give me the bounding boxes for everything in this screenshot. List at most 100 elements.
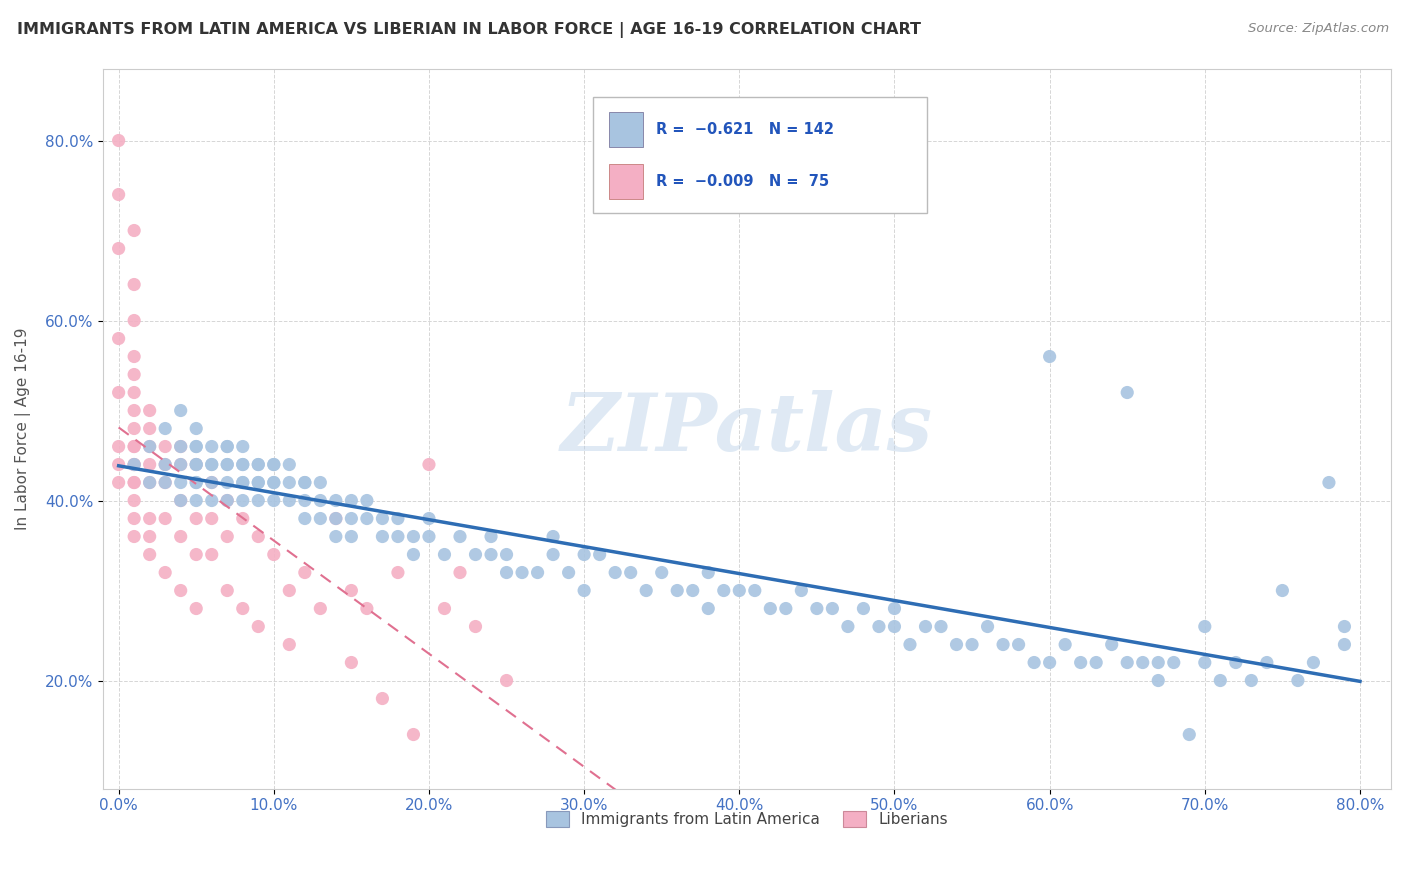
Point xyxy=(247,493,270,508)
Point xyxy=(122,458,145,472)
Point xyxy=(122,385,145,400)
Point xyxy=(759,601,782,615)
Point xyxy=(217,475,239,490)
Point xyxy=(356,601,378,615)
Point xyxy=(138,475,160,490)
Point xyxy=(510,566,533,580)
Point xyxy=(201,475,224,490)
Point xyxy=(217,440,239,454)
Point xyxy=(526,566,548,580)
Point xyxy=(263,458,285,472)
Point xyxy=(122,368,145,382)
Point xyxy=(356,493,378,508)
Point xyxy=(232,511,254,525)
Point xyxy=(572,583,595,598)
Point xyxy=(263,493,285,508)
Point xyxy=(309,511,332,525)
Point xyxy=(340,493,363,508)
Point xyxy=(138,475,160,490)
Point xyxy=(464,619,486,633)
Point xyxy=(170,529,193,543)
Text: ZIPatlas: ZIPatlas xyxy=(561,390,934,467)
Point xyxy=(186,458,208,472)
Point xyxy=(541,529,564,543)
Point xyxy=(309,601,332,615)
Point xyxy=(186,421,208,435)
Point xyxy=(464,548,486,562)
Point xyxy=(153,458,176,472)
Point xyxy=(1054,638,1077,652)
Point xyxy=(217,458,239,472)
Point xyxy=(107,458,129,472)
Point xyxy=(138,511,160,525)
Point xyxy=(325,493,347,508)
Point xyxy=(122,475,145,490)
Point xyxy=(122,350,145,364)
Point xyxy=(744,583,766,598)
Point xyxy=(201,458,224,472)
Point xyxy=(138,421,160,435)
Point xyxy=(309,475,332,490)
Point xyxy=(929,619,952,633)
Point xyxy=(107,242,129,256)
Point xyxy=(217,493,239,508)
Point xyxy=(217,458,239,472)
Point xyxy=(232,458,254,472)
Point xyxy=(325,511,347,525)
Point xyxy=(278,583,301,598)
Point xyxy=(247,619,270,633)
Point xyxy=(122,277,145,292)
Point xyxy=(1317,475,1340,490)
Point xyxy=(728,583,751,598)
Point xyxy=(138,403,160,417)
Point xyxy=(449,566,471,580)
Point xyxy=(107,332,129,346)
Point xyxy=(371,529,394,543)
Point xyxy=(153,566,176,580)
Point xyxy=(868,619,890,633)
Point xyxy=(186,511,208,525)
Point xyxy=(495,673,517,688)
Point xyxy=(247,458,270,472)
Point xyxy=(294,475,316,490)
Point xyxy=(790,583,813,598)
Point xyxy=(201,440,224,454)
Point xyxy=(138,458,160,472)
Point xyxy=(945,638,967,652)
Point xyxy=(247,475,270,490)
Point xyxy=(186,475,208,490)
Point xyxy=(122,493,145,508)
Point xyxy=(186,548,208,562)
Point xyxy=(697,601,720,615)
Point xyxy=(232,601,254,615)
Point xyxy=(263,548,285,562)
Point xyxy=(170,440,193,454)
Point xyxy=(138,529,160,543)
Point xyxy=(697,566,720,580)
Point xyxy=(122,223,145,237)
Point xyxy=(883,619,905,633)
Point xyxy=(433,601,456,615)
Point xyxy=(107,440,129,454)
Point xyxy=(263,458,285,472)
Point xyxy=(433,548,456,562)
Point xyxy=(402,529,425,543)
Point xyxy=(122,529,145,543)
Point xyxy=(309,493,332,508)
Point xyxy=(153,475,176,490)
Point xyxy=(107,187,129,202)
Point xyxy=(402,548,425,562)
Point xyxy=(278,638,301,652)
Point xyxy=(1225,656,1247,670)
Point xyxy=(775,601,797,615)
Point xyxy=(170,403,193,417)
Point xyxy=(479,529,502,543)
Point xyxy=(263,475,285,490)
Point xyxy=(232,458,254,472)
Point xyxy=(201,475,224,490)
Point xyxy=(1007,638,1029,652)
Point xyxy=(294,511,316,525)
Point xyxy=(153,458,176,472)
Point xyxy=(201,511,224,525)
Point xyxy=(122,458,145,472)
